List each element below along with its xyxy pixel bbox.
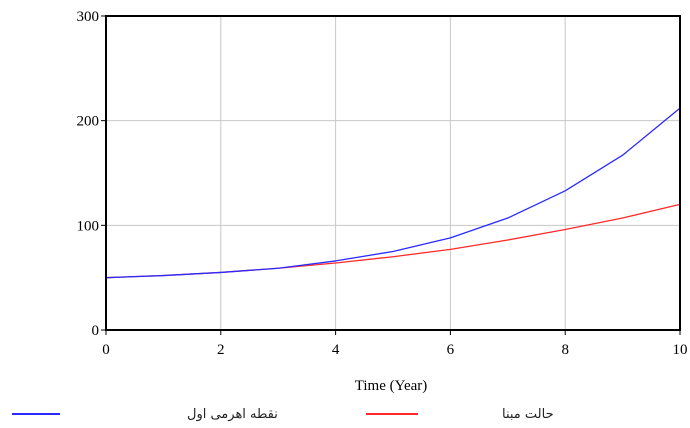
y-axis-ticks: 0 100 200 300 [77,9,106,339]
series-lines [105,107,681,279]
series-line-1 [105,107,681,279]
x-tick-label: 8 [561,342,569,358]
y-tick-label: 300 [77,9,100,25]
x-tick-label: 6 [447,342,455,358]
x-tick-label: 2 [217,342,225,358]
x-tick-label: 10 [673,342,688,358]
y-tick-label: 200 [77,114,100,130]
legend-label-1: نقطه اهرمی اول [187,407,278,422]
x-axis-label: Time (Year) [355,378,428,394]
plot-frame [105,15,681,331]
x-tick-label: 0 [102,342,110,358]
x-tick-label: 4 [332,342,340,358]
x-axis-ticks: 0 2 4 6 8 10 [102,330,688,358]
legend-label-2: حالت مبنا [502,407,554,422]
grid [106,16,680,330]
legend: نقطه اهرمی اول حالت مبنا [12,407,554,422]
y-tick-label: 0 [92,323,100,339]
series-line-2 [105,203,681,279]
y-tick-label: 100 [77,218,100,234]
